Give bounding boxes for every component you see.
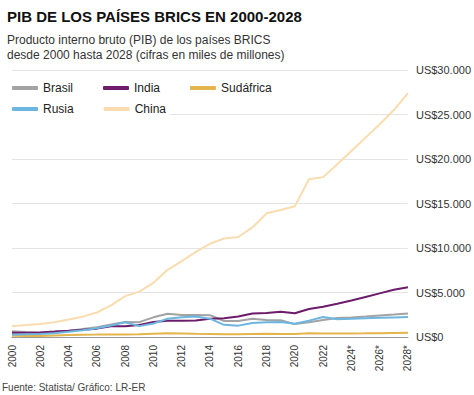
svg-text:US$10.000: US$10.000 [416, 242, 471, 254]
svg-text:2008: 2008 [120, 345, 131, 368]
svg-text:desde 2000 hasta 2028 (cifras: desde 2000 hasta 2028 (cifras en miles d… [7, 48, 285, 62]
svg-text:2012: 2012 [176, 345, 187, 368]
svg-text:US$20.000: US$20.000 [416, 153, 471, 165]
svg-text:Rusia: Rusia [43, 102, 74, 116]
svg-text:2014: 2014 [204, 345, 215, 368]
svg-text:2010: 2010 [148, 345, 159, 368]
svg-text:Sudáfrica: Sudáfrica [221, 81, 272, 95]
svg-text:2018: 2018 [261, 345, 272, 368]
svg-text:Brasil: Brasil [43, 81, 73, 95]
svg-text:Producto interno bruto (PIB) d: Producto interno bruto (PIB) de los país… [7, 33, 270, 47]
svg-text:2016: 2016 [233, 345, 244, 368]
svg-text:2020: 2020 [289, 345, 300, 368]
svg-text:2000: 2000 [7, 345, 18, 368]
svg-text:2028*: 2028* [402, 345, 413, 371]
svg-text:2006: 2006 [91, 345, 102, 368]
svg-text:2026*: 2026* [374, 345, 385, 371]
svg-text:PIB DE LOS PAÍSES BRICS EN 200: PIB DE LOS PAÍSES BRICS EN 2000-2028 [7, 8, 302, 25]
svg-text:2004: 2004 [63, 345, 74, 368]
svg-text:2002: 2002 [35, 345, 46, 368]
svg-text:US$15.000: US$15.000 [416, 198, 471, 210]
svg-text:US$5.000: US$5.000 [416, 287, 465, 299]
svg-text:2022: 2022 [318, 345, 329, 368]
svg-text:2024*: 2024* [346, 345, 357, 371]
svg-text:US$0: US$0 [416, 331, 444, 343]
svg-text:India: India [134, 81, 160, 95]
svg-text:China: China [135, 102, 167, 116]
svg-text:Fuente: Statista/ Gráfico: LR-: Fuente: Statista/ Gráfico: LR-ER [2, 382, 145, 393]
svg-text:US$25.000: US$25.000 [416, 109, 471, 121]
svg-text:US$30.000: US$30.000 [416, 64, 471, 76]
